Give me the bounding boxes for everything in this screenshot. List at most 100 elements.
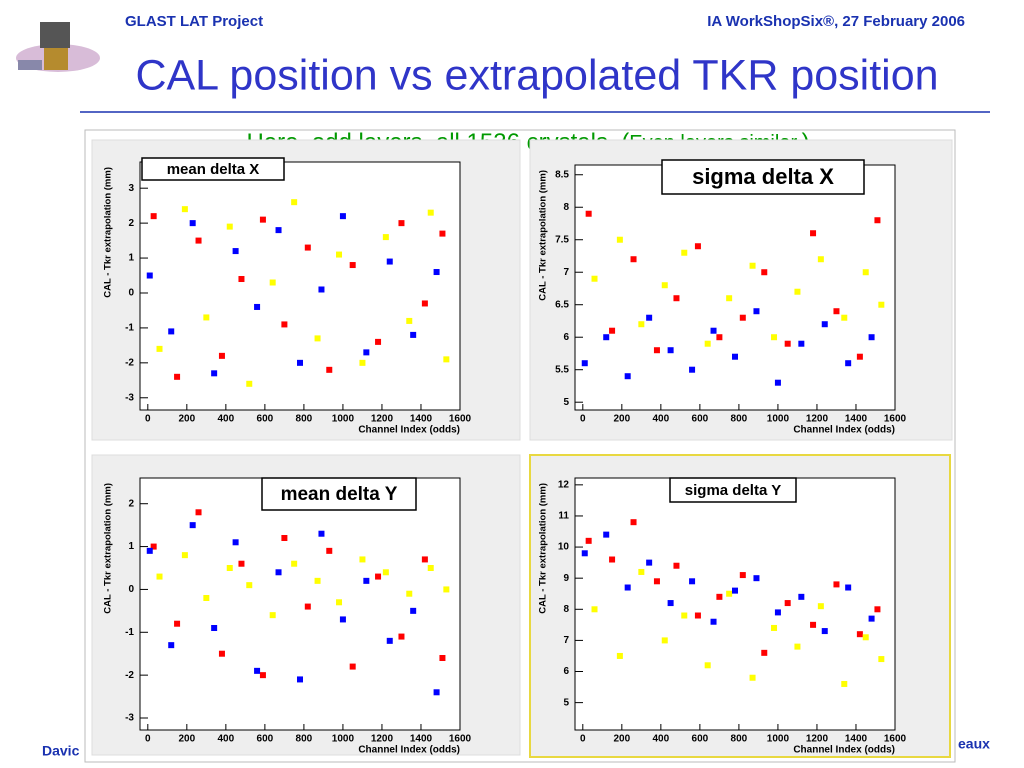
logo [16,22,100,72]
point [726,295,733,302]
point [821,628,828,635]
plot-title: mean delta Y [281,484,398,505]
y-tick-label: -2 [125,670,134,681]
x-tick-label: 600 [692,414,709,425]
point [784,600,791,607]
point [269,612,276,619]
y-tick-label: 7.5 [555,234,569,245]
point [798,340,805,347]
point [314,335,321,342]
point [398,633,405,640]
footer-right: eaux [958,736,990,752]
x-axis-label: Channel Index (odds) [358,745,460,756]
point [624,373,631,380]
point [716,334,723,341]
point [616,236,623,243]
point [761,649,768,656]
point [638,321,645,328]
plot-area [139,161,461,411]
point [433,689,440,696]
point [195,237,202,244]
point [318,530,325,537]
point [591,275,598,282]
x-tick-label: 800 [731,414,748,425]
point [406,317,413,324]
point [195,509,202,516]
point [585,210,592,217]
x-tick-label: 1400 [845,414,868,425]
point [410,331,417,338]
point [753,575,760,582]
x-tick-label: 0 [580,734,586,745]
point [774,609,781,616]
point [817,603,824,610]
plot-title: mean delta X [167,161,260,178]
point [841,314,848,321]
x-tick-label: 1600 [884,414,907,425]
x-tick-label: 1200 [806,734,829,745]
plot-area [574,477,896,731]
point [359,359,366,366]
point [878,656,885,663]
x-tick-label: 200 [613,414,630,425]
x-tick-label: 1400 [410,734,433,745]
header-right: IA WorkShopSix®, 27 February 2006 [707,13,965,30]
y-tick-label: 10 [558,542,570,553]
point [189,220,196,227]
point [732,353,738,360]
point [821,321,828,328]
point [421,300,428,307]
y-tick-label: 7 [563,635,569,646]
point [314,577,321,584]
x-tick-label: 600 [692,734,709,745]
y-tick-label: 1 [128,541,134,552]
point [211,625,218,631]
point [150,543,157,550]
y-tick-label: 2 [128,218,134,229]
point [174,373,181,380]
point [624,584,631,591]
point [845,360,852,367]
point [386,258,393,265]
point [694,243,701,250]
point [443,356,450,363]
point [630,519,637,526]
point [817,256,824,263]
plot-area [139,477,461,731]
point [661,282,668,289]
y-tick-label: -1 [125,627,134,638]
title: CAL position vs extrapolated TKR positio… [135,51,938,99]
point [336,251,343,258]
y-tick-label: -1 [125,323,134,334]
point [661,637,668,644]
y-tick-label: 8.5 [555,169,569,180]
point [732,587,738,594]
point [653,347,660,354]
point [156,345,163,352]
point [304,603,311,610]
point [146,547,153,554]
point [833,308,840,315]
x-tick-label: 200 [178,414,195,425]
point [630,256,637,263]
y-tick-label: 9 [563,573,569,584]
point [771,624,778,631]
x-tick-label: 1000 [767,414,790,425]
y-axis-label: CAL - Tkr extrapolation (mm) [103,483,114,614]
point [326,366,333,373]
x-tick-label: 400 [653,414,670,425]
point [304,244,311,251]
plot-title-box [261,477,417,511]
point [318,286,325,293]
y-tick-label: 1 [128,253,134,264]
x-axis-label: Channel Index (odds) [793,745,895,756]
point [275,227,282,234]
point [609,556,616,563]
y-tick-label: 5.5 [555,364,569,375]
point [275,569,282,576]
point [833,581,840,588]
point [398,220,405,227]
y-tick-label: 7 [563,267,569,278]
y-tick-label: 3 [128,183,134,194]
y-tick-label: 12 [558,479,570,490]
